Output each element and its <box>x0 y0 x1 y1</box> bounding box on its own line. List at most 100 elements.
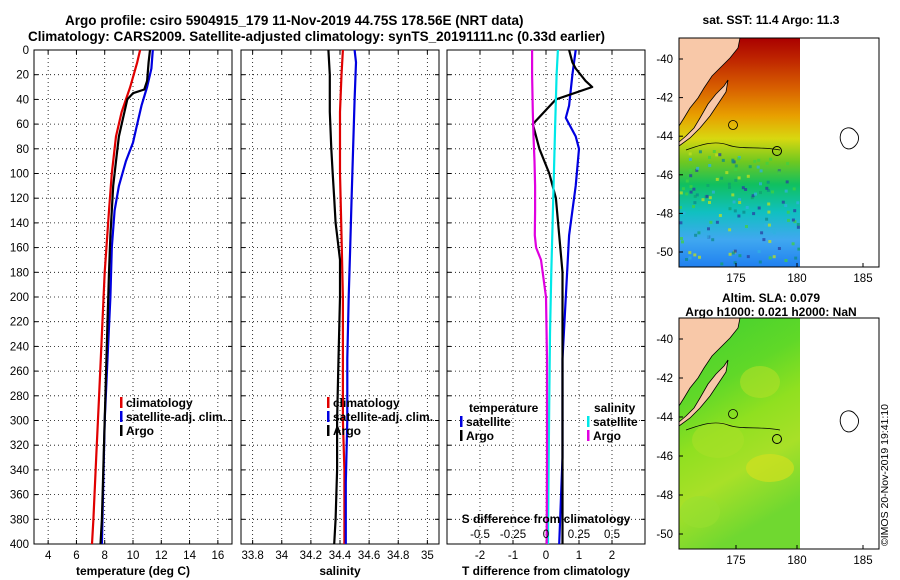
depth-tick-label: 280 <box>10 391 29 403</box>
temperature-xtick-label: 12 <box>155 550 168 562</box>
sst-pixel <box>796 223 800 226</box>
sla-anomaly-patch-3 <box>746 454 794 482</box>
figure-title-line2: Climatology: CARS2009. Satellite-adjuste… <box>28 29 605 44</box>
sst-pixel <box>754 192 757 196</box>
sst-pixel <box>759 182 762 186</box>
sst-pixel <box>732 200 736 204</box>
difference-xlabel: T difference from climatology <box>462 564 630 578</box>
difference-xtick-label: 1 <box>576 550 582 562</box>
diff-s-tick-label: -0.5 <box>470 529 490 541</box>
diff-legend-s-swatch <box>587 416 590 427</box>
sst-pixel <box>768 240 772 243</box>
depth-tick-label: 260 <box>10 366 29 378</box>
sst-lat-tick-label: -48 <box>656 208 673 220</box>
salinity-legend-swatch <box>327 411 330 422</box>
sst-pixel <box>688 152 692 156</box>
temperature-xtick-label: 8 <box>102 550 108 562</box>
sla-map-title-line1: Altim. SLA: 0.079 <box>721 291 821 305</box>
depth-tick-label: 140 <box>10 218 29 230</box>
sst-pixel <box>727 182 731 186</box>
sla-lon-tick-label: 180 <box>787 555 806 567</box>
temperature-legend-swatch <box>120 397 123 408</box>
diff-legend-t-swatch <box>460 430 463 441</box>
sst-pixel <box>738 198 742 202</box>
sst-pixel <box>682 211 686 215</box>
sst-pixel <box>786 162 790 166</box>
sst-pixel <box>784 189 788 193</box>
temperature-xtick-label: 16 <box>211 550 224 562</box>
sla-lat-tick-label: -40 <box>656 334 673 346</box>
diff-s-tick-label: 0.5 <box>604 529 620 541</box>
temperature-legend-label: satellite-adj. clim. <box>126 410 226 424</box>
sst-lat-tick-label: -42 <box>656 93 673 105</box>
sst-lon-tick-label: 175 <box>726 273 745 285</box>
depth-tick-label: 0 <box>23 45 29 57</box>
sst-pixel <box>688 157 692 161</box>
sst-pixel <box>746 255 750 259</box>
sst-lat-tick-label: -44 <box>656 131 673 143</box>
depth-tick-label: 220 <box>10 317 29 329</box>
difference-series-s-argo <box>530 50 549 545</box>
difference-series-t-argo <box>531 49 594 544</box>
sla-map-axes: 175 180 185 -40 -42 -44 -46 -48 -50 <box>656 334 872 567</box>
depth-tick-label: 100 <box>10 169 29 181</box>
sst-pixel <box>734 168 738 171</box>
sst-pixel <box>784 259 788 262</box>
sst-pixel <box>753 159 757 163</box>
sst-isobath <box>685 142 781 151</box>
sst-map-frame <box>678 37 880 268</box>
sst-land-north-island <box>679 38 741 127</box>
difference-xtick-label: -1 <box>508 550 518 562</box>
sst-pixel <box>718 214 722 217</box>
sst-pixel <box>705 194 709 198</box>
sst-pixel <box>759 169 763 173</box>
temperature-xtick-label: 4 <box>45 550 52 562</box>
sst-pixel <box>728 207 732 211</box>
sst-pixel <box>791 218 795 222</box>
diff-legend-s-label: Argo <box>593 429 621 443</box>
sst-pixel <box>733 261 737 265</box>
sst-map-axes: 175 180 185 -40 -42 -44 -46 -48 -50 <box>656 54 872 285</box>
sst-pixel <box>695 168 699 172</box>
sst-pixel <box>745 206 749 209</box>
sst-pixel <box>771 229 775 233</box>
sla-argo-position-marker <box>772 434 782 444</box>
sla-anomaly-patch-1 <box>740 366 780 398</box>
sst-pixel <box>681 187 685 191</box>
sst-pixel <box>692 205 695 208</box>
temperature-legend-label: climatology <box>126 396 193 410</box>
diff-s-tick-label: 0.25 <box>568 529 590 541</box>
depth-tick-label: 160 <box>10 243 29 255</box>
depth-tick-label: 60 <box>16 119 29 131</box>
sst-pixel <box>741 186 745 190</box>
sst-pixel <box>742 210 746 214</box>
sst-argo-position-marker <box>772 146 782 156</box>
sst-pixel <box>731 251 735 255</box>
sst-lat-tick-label: -40 <box>656 54 673 66</box>
sst-pixel <box>746 174 750 178</box>
sst-pixel <box>680 237 683 240</box>
sst-field-speckle <box>679 150 800 266</box>
salinity-xtick-label: 33.8 <box>241 550 263 562</box>
sst-pixel <box>745 225 748 228</box>
sst-pixel <box>692 187 696 191</box>
sst-pixel <box>698 255 701 259</box>
sst-pixel <box>685 192 689 196</box>
sst-pixel <box>796 201 800 205</box>
sst-pixel <box>737 176 741 180</box>
sst-pixel <box>731 193 735 197</box>
sst-lon-tick-label: 180 <box>787 273 806 285</box>
imos-timestamp: ©IMOS 20-Nov-2019 19:41:10 <box>879 404 891 546</box>
sst-map-title: sat. SST: 11.4 Argo: 11.3 <box>702 13 840 27</box>
sst-pixel <box>757 250 761 253</box>
sst-pixel <box>688 256 692 260</box>
sst-pixel <box>709 220 713 224</box>
sst-pixel <box>698 150 702 154</box>
difference-profile-panel: temperaturesatelliteArgosalinitysatellit… <box>446 49 646 545</box>
sst-pixel <box>721 158 725 162</box>
sst-land-south-island <box>679 79 729 147</box>
sst-pixel <box>685 258 688 261</box>
temperature-xtick-label: 6 <box>73 550 79 562</box>
